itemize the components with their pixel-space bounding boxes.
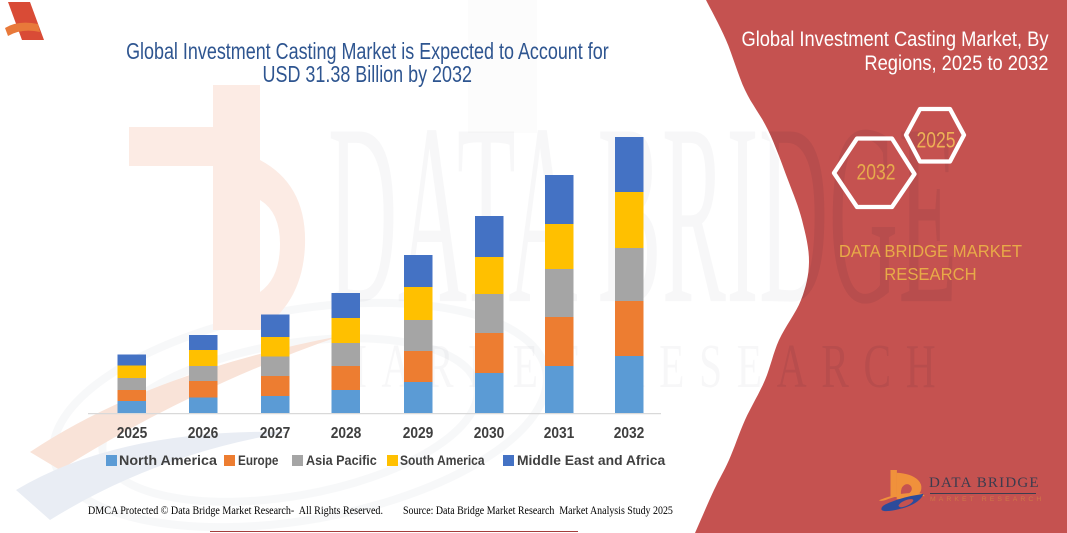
svg-text:2025: 2025 xyxy=(917,128,956,153)
svg-text:2032: 2032 xyxy=(857,160,896,185)
